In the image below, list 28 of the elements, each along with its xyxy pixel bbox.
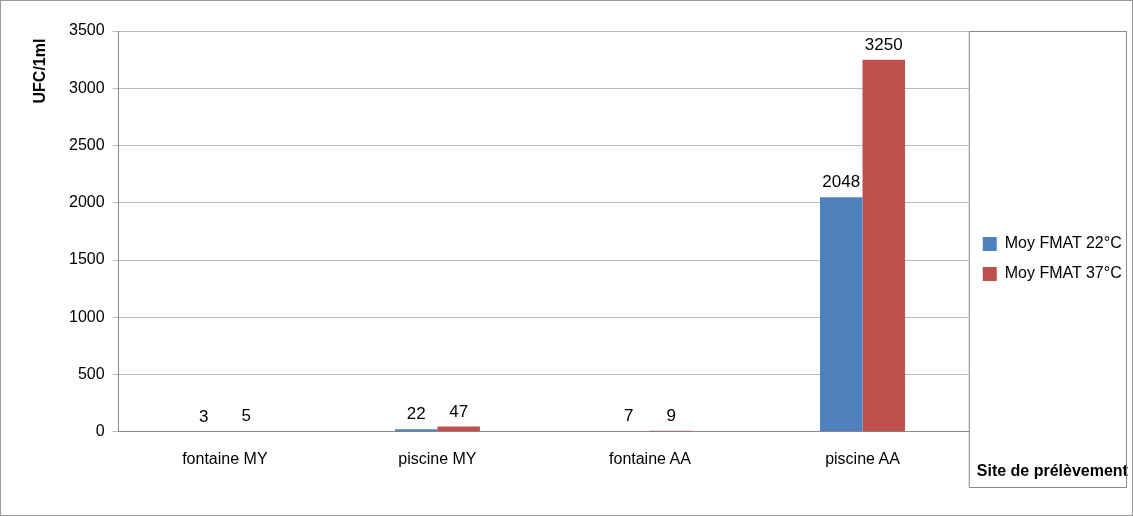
data-label: 7	[623, 406, 634, 426]
data-label: 3250	[864, 34, 903, 54]
bar	[862, 59, 906, 432]
y-tick-label: 3500	[69, 21, 105, 39]
y-tick-label: 1000	[69, 307, 105, 325]
bar	[394, 429, 438, 432]
data-label: 9	[666, 405, 676, 425]
y-axis-title: UFC/1ml	[31, 38, 49, 104]
y-tick-label: 2500	[69, 135, 105, 153]
x-tick-label: piscine AA	[825, 449, 901, 467]
legend-label: Moy FMAT 37°C	[1004, 264, 1122, 282]
data-label: 3	[198, 406, 209, 426]
x-tick-label: piscine MY	[398, 449, 477, 467]
legend-label: Moy FMAT 22°C	[1004, 234, 1122, 252]
y-tick-label: 3000	[69, 78, 105, 96]
data-label: 5	[241, 406, 251, 426]
y-tick-label: 500	[77, 364, 105, 382]
x-axis-title: Site de prélèvement	[976, 462, 1129, 480]
data-label: 2048	[822, 172, 861, 192]
x-tick-label: fontaine MY	[182, 449, 268, 467]
bar	[819, 197, 863, 432]
data-label: 22	[406, 404, 426, 424]
y-tick-label: 1500	[69, 250, 105, 268]
bar	[437, 426, 480, 432]
y-tick-label: 0	[95, 422, 105, 440]
data-label: 47	[449, 401, 469, 421]
y-tick-label: 2000	[69, 193, 105, 211]
x-tick-label: fontaine AA	[609, 449, 692, 467]
